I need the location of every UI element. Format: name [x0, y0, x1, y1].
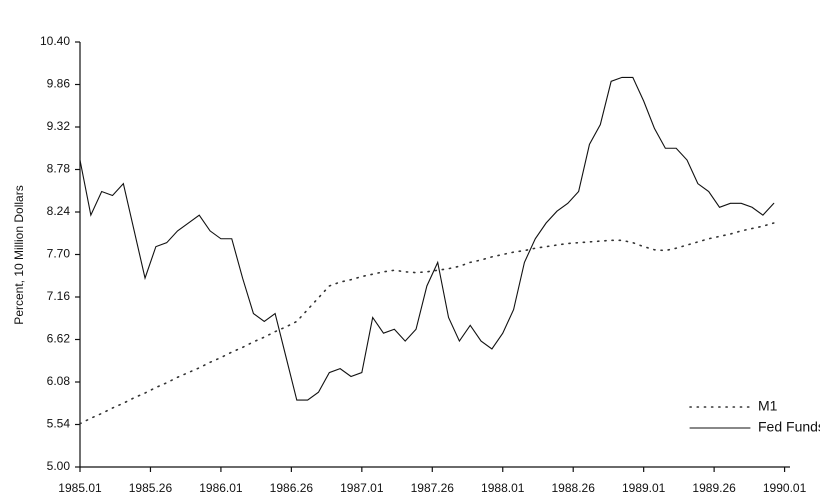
- x-tick-label: 1989.01: [622, 481, 666, 495]
- x-tick-label: 1986.26: [270, 481, 314, 495]
- x-tick-label: 1985.26: [129, 481, 173, 495]
- y-tick-label: 5.00: [47, 459, 71, 473]
- y-tick-label: 9.32: [47, 119, 71, 133]
- x-tick-label: 1986.01: [199, 481, 243, 495]
- y-tick-label: 8.24: [47, 204, 71, 218]
- x-tick-label: 1990.01: [763, 481, 807, 495]
- legend-label: M1: [758, 398, 778, 414]
- x-tick-label: 1987.01: [340, 481, 384, 495]
- y-tick-label: 5.54: [47, 417, 71, 431]
- y-tick-label: 8.78: [47, 162, 71, 176]
- y-tick-label: 7.70: [47, 247, 71, 261]
- legend-label: Fed Funds: [758, 419, 820, 435]
- y-axis-label: Percent, 10 Million Dollars: [12, 185, 26, 324]
- x-tick-label: 1988.26: [552, 481, 596, 495]
- y-tick-label: 9.86: [47, 77, 71, 91]
- x-tick-label: 1987.26: [411, 481, 455, 495]
- x-tick-label: 1985.01: [58, 481, 102, 495]
- series-line: [79, 222, 775, 425]
- y-tick-label: 6.62: [47, 332, 71, 346]
- y-tick-label: 6.08: [47, 374, 71, 388]
- y-tick-label: 10.40: [40, 34, 70, 48]
- x-tick-label: 1988.01: [481, 481, 525, 495]
- x-tick-label: 1989.26: [692, 481, 736, 495]
- series-line: [79, 76, 775, 401]
- y-tick-label: 7.16: [47, 289, 71, 303]
